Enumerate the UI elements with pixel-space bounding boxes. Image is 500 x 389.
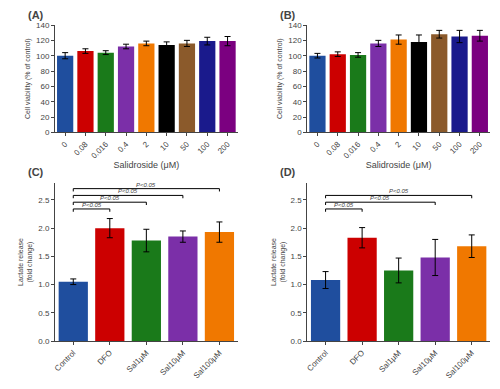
- svg-text:2.5: 2.5: [38, 196, 50, 205]
- svg-text:Control: Control: [53, 348, 78, 373]
- svg-text:DFO: DFO: [96, 348, 114, 366]
- svg-text:(C): (C): [28, 166, 44, 178]
- svg-text:100: 100: [288, 52, 302, 61]
- svg-text:Control: Control: [305, 348, 330, 373]
- svg-text:0.5: 0.5: [291, 309, 303, 318]
- svg-text:0: 0: [45, 128, 50, 137]
- svg-text:1.0: 1.0: [38, 280, 50, 289]
- svg-text:(D): (D): [280, 166, 296, 178]
- svg-text:Cell viability (% of control): Cell viability (% of control): [24, 38, 32, 119]
- svg-text:120: 120: [288, 36, 302, 45]
- svg-text:P<0.05: P<0.05: [389, 188, 409, 194]
- svg-text:140: 140: [288, 21, 302, 30]
- svg-text:DFO: DFO: [348, 348, 366, 366]
- svg-text:Salidroside (μM): Salidroside (μM): [366, 160, 432, 170]
- svg-text:40: 40: [293, 98, 302, 107]
- svg-text:P<0.05: P<0.05: [334, 202, 354, 208]
- svg-text:0.0: 0.0: [291, 337, 303, 346]
- svg-text:P<0.05: P<0.05: [82, 202, 102, 208]
- svg-text:Lactate release(fold change): Lactate release(fold change): [17, 238, 34, 286]
- svg-text:80: 80: [293, 67, 302, 76]
- svg-text:80: 80: [40, 67, 49, 76]
- svg-text:Sal10μM: Sal10μM: [158, 348, 187, 377]
- svg-text:Sal100μM: Sal100μM: [192, 348, 224, 380]
- svg-text:0.016: 0.016: [89, 140, 110, 161]
- svg-text:10: 10: [411, 140, 424, 153]
- svg-text:P<0.05: P<0.05: [118, 188, 138, 194]
- svg-text:Salidroside (μM): Salidroside (μM): [113, 160, 179, 170]
- svg-text:50: 50: [179, 140, 192, 153]
- svg-text:P<0.05: P<0.05: [370, 195, 390, 201]
- svg-text:200: 200: [216, 140, 232, 156]
- svg-text:0.4: 0.4: [116, 140, 131, 155]
- svg-text:1.0: 1.0: [291, 280, 303, 289]
- svg-text:100: 100: [448, 140, 464, 156]
- svg-text:2.0: 2.0: [291, 224, 303, 233]
- svg-text:P<0.05: P<0.05: [100, 195, 120, 201]
- svg-text:100: 100: [196, 140, 212, 156]
- svg-text:0.5: 0.5: [38, 309, 50, 318]
- svg-text:1.5: 1.5: [38, 252, 50, 261]
- svg-text:2: 2: [141, 140, 151, 150]
- svg-text:Cell viability (% of control): Cell viability (% of control): [276, 38, 284, 119]
- svg-text:2.5: 2.5: [291, 196, 303, 205]
- svg-text:140: 140: [36, 21, 50, 30]
- svg-text:(A): (A): [28, 9, 44, 21]
- svg-text:Sal100μM: Sal100μM: [444, 348, 476, 380]
- svg-text:0: 0: [312, 140, 322, 150]
- svg-text:0.0: 0.0: [38, 337, 50, 346]
- svg-text:20: 20: [40, 113, 49, 122]
- svg-text:0: 0: [297, 128, 302, 137]
- svg-text:Sal1μM: Sal1μM: [125, 348, 151, 374]
- svg-text:40: 40: [40, 98, 49, 107]
- svg-text:0.08: 0.08: [72, 140, 90, 158]
- svg-text:60: 60: [40, 82, 49, 91]
- svg-text:0: 0: [60, 140, 70, 150]
- svg-text:0.08: 0.08: [325, 140, 343, 158]
- svg-text:60: 60: [293, 82, 302, 91]
- svg-text:20: 20: [293, 113, 302, 122]
- svg-text:10: 10: [158, 140, 171, 153]
- svg-text:Lactate release(fold change): Lactate release(fold change): [270, 238, 287, 286]
- svg-text:0.016: 0.016: [342, 140, 363, 161]
- svg-text:100: 100: [36, 52, 50, 61]
- svg-text:Sal1μM: Sal1μM: [377, 348, 403, 374]
- svg-text:2.0: 2.0: [38, 224, 50, 233]
- svg-text:2: 2: [393, 140, 403, 150]
- svg-text:200: 200: [468, 140, 484, 156]
- svg-text:0.4: 0.4: [368, 140, 383, 155]
- svg-text:(B): (B): [280, 9, 296, 21]
- svg-text:1.5: 1.5: [291, 252, 303, 261]
- svg-text:50: 50: [431, 140, 444, 153]
- svg-text:P<0.05: P<0.05: [136, 182, 156, 188]
- svg-text:Sal10μM: Sal10μM: [411, 348, 440, 377]
- svg-text:120: 120: [36, 36, 50, 45]
